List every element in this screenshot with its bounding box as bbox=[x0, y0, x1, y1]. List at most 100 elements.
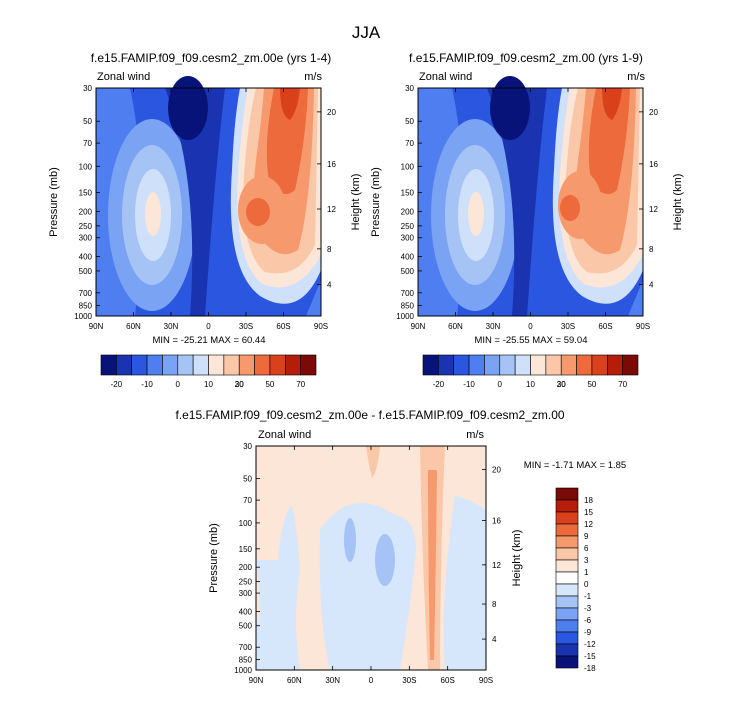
colorbar-label: 50 bbox=[265, 380, 274, 389]
colorbar-swatch bbox=[100, 354, 117, 376]
colorbar-label: -1 bbox=[584, 592, 592, 601]
y-tick-label: 300 bbox=[401, 234, 415, 243]
y-tick-label: 30 bbox=[83, 84, 92, 93]
colorbar-swatch bbox=[555, 619, 579, 633]
figure-title: JJA bbox=[352, 23, 381, 42]
y-tick-label: 850 bbox=[239, 656, 253, 665]
panel-2-right-label: m/s bbox=[627, 71, 645, 83]
colorbar-swatch bbox=[146, 354, 163, 376]
colorbar-swatch bbox=[422, 354, 439, 376]
panel-2: f.e15.FAMIP.f09_f09.cesm2_zm.00 (yrs 1-9… bbox=[370, 51, 684, 389]
x-tick-label: 30N bbox=[325, 676, 340, 685]
panel-3-y2-ticks: 20 16 12 8 4 bbox=[482, 465, 501, 644]
x-tick-label: 90S bbox=[314, 322, 328, 331]
panel-2-title: f.e15.FAMIP.f09_f09.cesm2_zm.00 (yrs 1-9… bbox=[409, 51, 643, 65]
colorbar-swatch bbox=[555, 499, 579, 513]
colorbar-swatch bbox=[555, 559, 579, 573]
colorbar-label: 70 bbox=[296, 380, 305, 389]
colorbar-label: -20 bbox=[111, 380, 123, 389]
colorbar-swatch bbox=[555, 547, 579, 561]
y-tick-label: 400 bbox=[239, 607, 253, 616]
panel-3-title: f.e15.FAMIP.f09_f09.cesm2_zm.00e - f.e15… bbox=[175, 408, 564, 422]
y2-tick-label: 8 bbox=[649, 245, 654, 254]
colorbar-label: 15 bbox=[584, 508, 593, 517]
x-tick-label: 90N bbox=[249, 676, 264, 685]
y-tick-label: 850 bbox=[79, 301, 93, 310]
panel-2-stats: MIN = -25.55 MAX = 59.04 bbox=[474, 335, 587, 346]
x-tick-label: 60N bbox=[448, 322, 463, 331]
colorbar-label: -10 bbox=[141, 380, 153, 389]
colorbar-swatch bbox=[438, 354, 455, 376]
colorbar-swatch bbox=[300, 354, 317, 376]
colorbar-swatch bbox=[555, 535, 579, 549]
colorbar-swatch bbox=[576, 354, 593, 376]
panel-3: f.e15.FAMIP.f09_f09.cesm2_zm.00e - f.e15… bbox=[175, 408, 626, 685]
y-tick-label: 700 bbox=[239, 643, 253, 652]
panel-3-ylabel: Pressure (mb) bbox=[208, 523, 220, 593]
y-tick-label: 1000 bbox=[234, 666, 252, 675]
colorbar-swatch bbox=[162, 354, 179, 376]
colorbar-label: -10 bbox=[463, 380, 475, 389]
panel-1-ylabel: Pressure (mb) bbox=[48, 167, 60, 237]
panel-2-x-ticks: 90N 60N 30N 0 30S 60S 90S bbox=[411, 88, 650, 331]
x-tick-label: 30S bbox=[402, 676, 416, 685]
y-tick-label: 200 bbox=[79, 207, 93, 216]
x-tick-label: 60S bbox=[276, 322, 290, 331]
colorbar-swatch bbox=[530, 354, 547, 376]
y2-tick-label: 4 bbox=[327, 281, 332, 290]
colorbar-swatch bbox=[555, 631, 579, 645]
panel-1-right-label: m/s bbox=[304, 71, 322, 83]
colorbar-label: -9 bbox=[584, 628, 592, 637]
y-tick-label: 150 bbox=[79, 189, 93, 198]
y-tick-label: 70 bbox=[405, 139, 414, 148]
colorbar-label: 70 bbox=[618, 380, 627, 389]
x-tick-label: 60S bbox=[598, 322, 612, 331]
colorbar-swatch bbox=[560, 354, 577, 376]
y-tick-label: 200 bbox=[239, 563, 253, 572]
y2-tick-label: 16 bbox=[327, 160, 336, 169]
colorbar-label: -6 bbox=[584, 616, 592, 625]
colorbar-label: 30 bbox=[235, 380, 244, 389]
y-tick-label: 850 bbox=[401, 301, 415, 310]
colorbar-swatch bbox=[545, 354, 562, 376]
colorbar-label: 50 bbox=[587, 380, 596, 389]
y-tick-label: 30 bbox=[243, 442, 252, 451]
x-tick-label: 90N bbox=[411, 322, 426, 331]
y-tick-label: 100 bbox=[79, 162, 93, 171]
y-tick-label: 700 bbox=[401, 289, 415, 298]
x-tick-label: 60N bbox=[126, 322, 141, 331]
x-tick-label: 90N bbox=[89, 322, 104, 331]
panel-1-title: f.e15.FAMIP.f09_f09.cesm2_zm.00e (yrs 1-… bbox=[91, 51, 332, 65]
y2-tick-label: 20 bbox=[649, 108, 658, 117]
y-tick-label: 150 bbox=[401, 189, 415, 198]
y2-tick-label: 8 bbox=[327, 245, 332, 254]
colorbar-label: 3 bbox=[584, 556, 589, 565]
y-tick-label: 400 bbox=[401, 252, 415, 261]
panel-1: f.e15.FAMIP.f09_f09.cesm2_zm.00e (yrs 1-… bbox=[48, 51, 362, 389]
colorbar-swatch bbox=[192, 354, 209, 376]
x-tick-label: 30N bbox=[164, 322, 179, 331]
y-tick-label: 300 bbox=[239, 589, 253, 598]
colorbar-swatch bbox=[177, 354, 194, 376]
x-tick-label: 0 bbox=[528, 322, 533, 331]
colorbar-swatch bbox=[468, 354, 485, 376]
y-tick-label: 50 bbox=[83, 117, 92, 126]
colorbar-label: 9 bbox=[584, 532, 589, 541]
colorbar-swatch bbox=[555, 655, 579, 669]
panel-3-stats: MIN = -1.71 MAX = 1.85 bbox=[524, 460, 626, 471]
x-tick-label: 30S bbox=[561, 322, 575, 331]
panel-3-left-label: Zonal wind bbox=[258, 429, 311, 441]
y-tick-label: 250 bbox=[79, 222, 93, 231]
colorbar-label: 10 bbox=[526, 380, 535, 389]
colorbar-label: 30 bbox=[557, 380, 566, 389]
y-tick-label: 100 bbox=[401, 162, 415, 171]
colorbar-swatch bbox=[116, 354, 133, 376]
x-tick-label: 90S bbox=[479, 676, 493, 685]
panel-1-y2label: Height (km) bbox=[350, 174, 362, 231]
colorbar-label: -12 bbox=[584, 640, 596, 649]
y-tick-label: 1000 bbox=[396, 312, 414, 321]
colorbar-swatch bbox=[131, 354, 148, 376]
colorbar-swatch bbox=[555, 523, 579, 537]
y-tick-label: 250 bbox=[239, 577, 253, 586]
